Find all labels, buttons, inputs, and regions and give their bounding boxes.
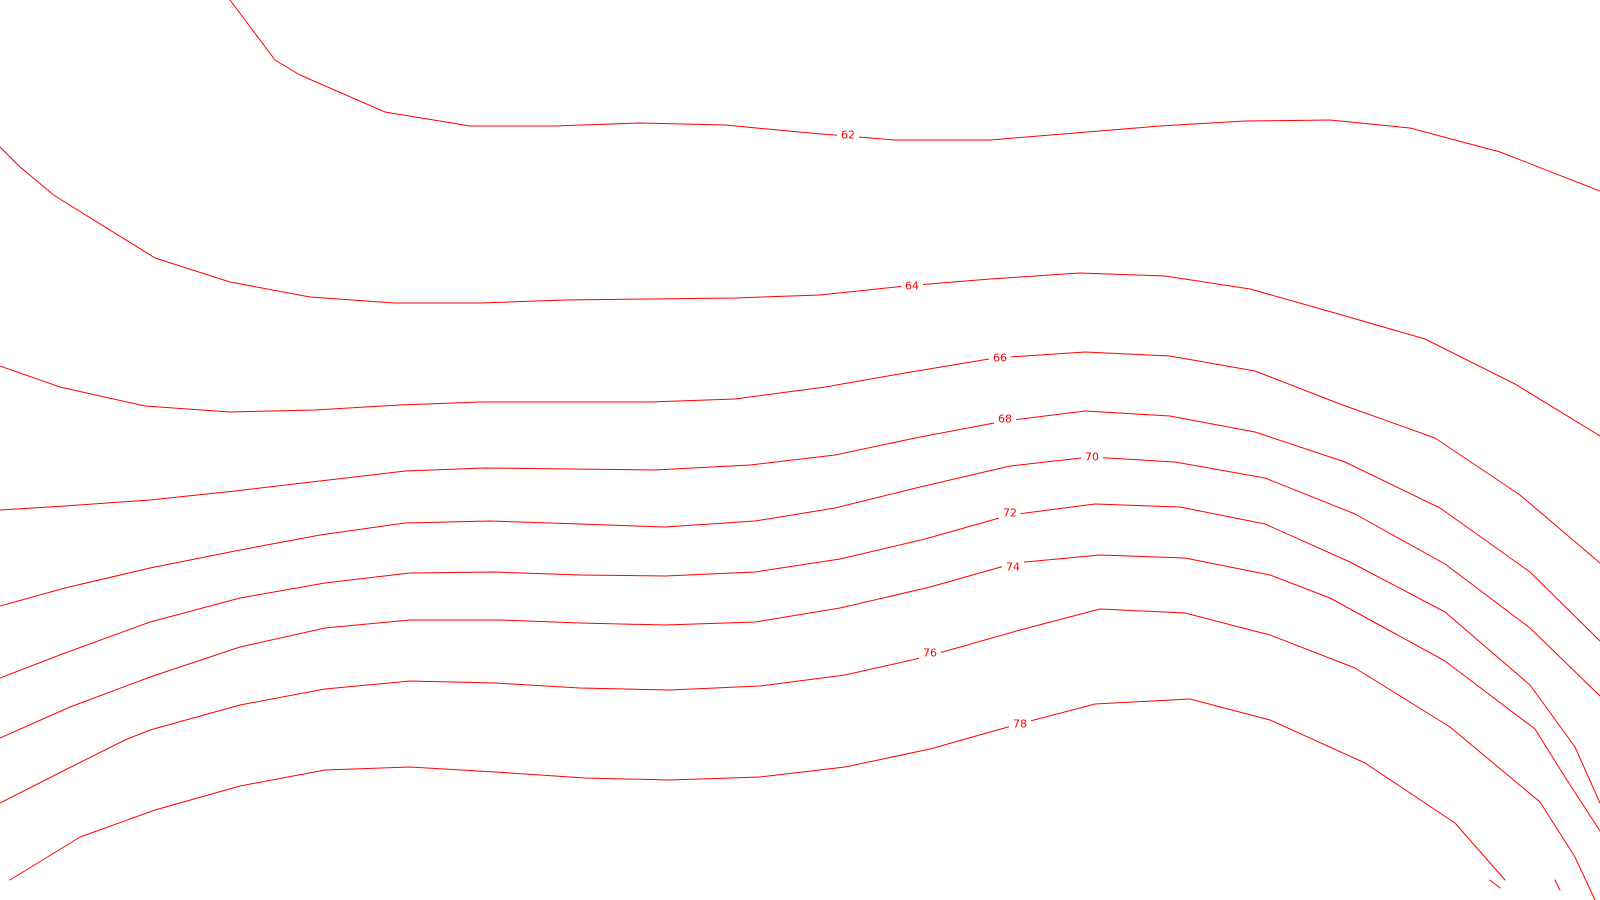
- contour-label-background: [1009, 717, 1031, 731]
- contour-label-text: 68: [998, 413, 1012, 426]
- contour-label-66: 66: [989, 351, 1011, 365]
- contour-line-64: [0, 146, 1600, 437]
- contour-label-76: 76: [919, 646, 941, 660]
- contour-label-text: 64: [905, 280, 919, 293]
- contour-line-78: [9, 698, 1506, 881]
- contour-label-62: 62: [837, 128, 859, 142]
- contour-label-background: [919, 646, 941, 660]
- contour-line-70: [0, 456, 1600, 697]
- contour-label-72: 72: [999, 506, 1021, 520]
- contour-label-background: [901, 279, 923, 293]
- contour-label-background: [1002, 560, 1024, 574]
- contour-label-background: [994, 412, 1016, 426]
- contour-line-72: [0, 503, 1600, 804]
- contour-label-text: 70: [1085, 451, 1099, 464]
- contour-line-66: [0, 351, 1600, 564]
- contour-label-70: 70: [1081, 450, 1103, 464]
- contour-label-78: 78: [1009, 717, 1031, 731]
- contour-labels-group: 62 64 66 68 70 72 74 76 78: [837, 128, 1103, 731]
- contour-line-82: [1554, 879, 1561, 891]
- contour-label-background: [1081, 450, 1103, 464]
- contour-label-text: 74: [1006, 561, 1020, 574]
- contour-label-text: 78: [1013, 718, 1027, 731]
- contour-label-64: 64: [901, 279, 923, 293]
- contour-line-62: [229, 0, 1600, 192]
- contour-label-text: 76: [923, 647, 937, 660]
- contour-label-74: 74: [1002, 560, 1024, 574]
- contour-label-text: 72: [1003, 507, 1017, 520]
- contour-label-background: [837, 128, 859, 142]
- contour-label-text: 66: [993, 352, 1007, 365]
- contour-label-text: 62: [841, 129, 855, 142]
- contour-line-80: [1489, 879, 1501, 889]
- contour-label-background: [989, 351, 1011, 365]
- contour-line-68: [0, 410, 1600, 642]
- contour-line-76: [0, 608, 1596, 900]
- contour-label-background: [999, 506, 1021, 520]
- contour-line-74: [0, 554, 1600, 832]
- contour-label-68: 68: [994, 412, 1016, 426]
